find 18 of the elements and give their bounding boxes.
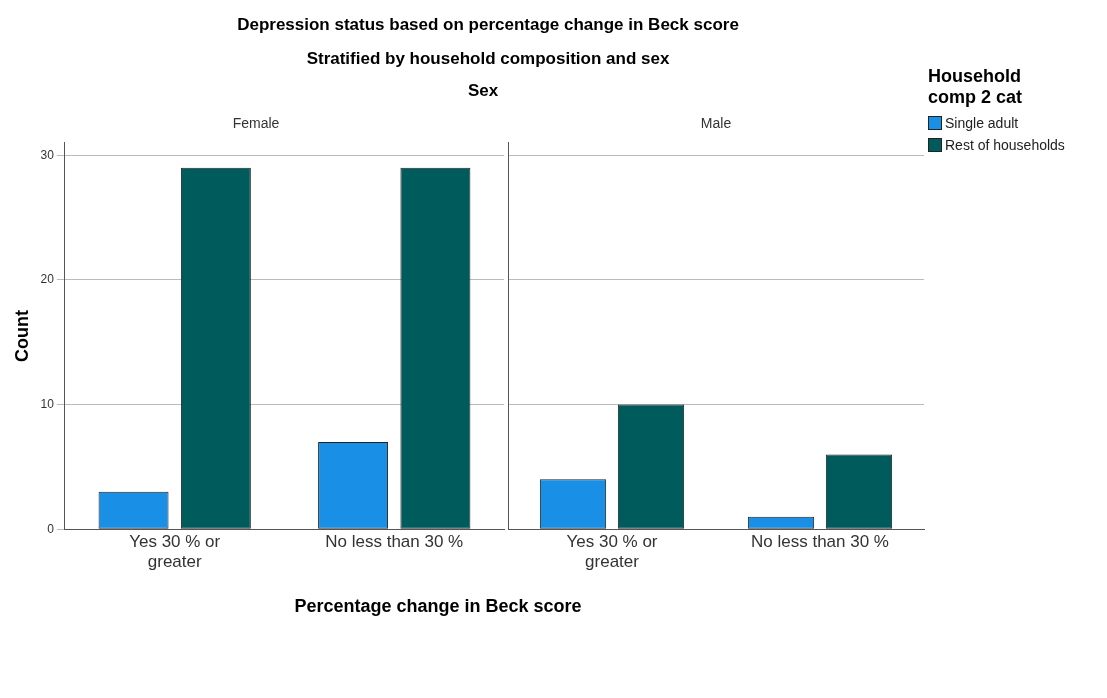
text: Sex [466, 80, 500, 102]
y-tick-label: 0 [47, 521, 55, 536]
x-tick-label: No less than 30 % [751, 532, 889, 552]
chart-title: Female [232, 115, 280, 132]
legend-title: Household comp 2 cat [928, 66, 1024, 108]
x-tick-label: Yes 30 % or greater [566, 532, 658, 572]
y-axis-title: Count [11, 310, 32, 362]
text: Stratified by household composition and sex [306, 49, 670, 68]
chart-title: Male [700, 115, 732, 132]
y-tick-label: 30 [40, 147, 55, 162]
x-tick-label: No less than 30 % [325, 532, 464, 552]
y-tick-label: 10 [40, 396, 55, 411]
y-tick-label: 20 [40, 272, 55, 287]
x-axis-title: Percentage change in Beck score [293, 596, 583, 617]
legend-label: Rest of households [945, 136, 1065, 155]
x-tick-label: Yes 30 % or greater [129, 532, 221, 572]
text: Depression status based on percentage change in Beck score [236, 14, 740, 36]
legend-label: Single adult [945, 114, 1019, 133]
